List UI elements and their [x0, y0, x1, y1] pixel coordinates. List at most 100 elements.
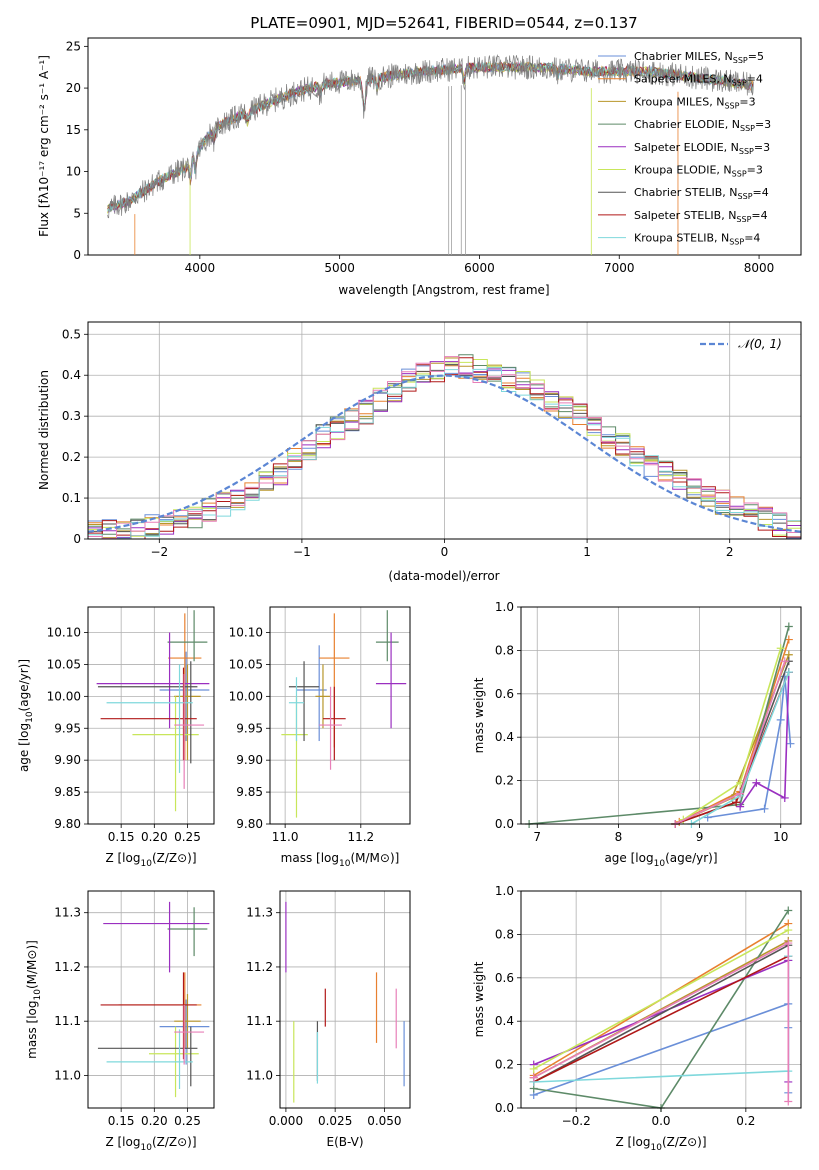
x-tick-label: 6000 — [464, 261, 495, 275]
weight-marker — [780, 793, 789, 802]
y-tick-label: 15 — [66, 123, 81, 137]
x-tick-label: 0.25 — [174, 830, 201, 844]
legend-label-main: Chabrier ELODIE, N — [634, 118, 740, 131]
spectrum-legend: Chabrier MILES, NSSP=5 Salpeter MILES, NS… — [598, 50, 771, 247]
x-tick-label: −0.2 — [562, 1114, 591, 1128]
y-tick-label: 11.2 — [54, 960, 81, 974]
x-tick-label: 0.15 — [108, 830, 135, 844]
residual-legend: 𝒩(0, 1) — [700, 337, 782, 351]
x-tick-label: 5000 — [324, 261, 355, 275]
legend-label: Kroupa STELIB, NSSP=4 — [634, 232, 760, 247]
panel-ylabel-main: mass [log — [25, 1000, 39, 1058]
weight-marker — [784, 926, 793, 935]
legend-label: Chabrier MILES, NSSP=5 — [634, 50, 764, 65]
y-tick-label: 11.0 — [246, 1068, 273, 1082]
y-tick-label: 11.1 — [246, 1014, 273, 1028]
panel-xlabel: mass [log10(M/M⊙)] — [281, 851, 400, 869]
y-tick-label: 0.4 — [495, 1014, 514, 1028]
panel-xlabel-main: age [log — [604, 851, 653, 865]
y-tick-label: 0 — [73, 248, 81, 262]
y-tick-label: 0.8 — [495, 643, 514, 657]
panel-xlabel: Z [log10(Z/Z⊙)] — [105, 1135, 196, 1153]
weight-marker — [776, 644, 785, 653]
weight-marker — [780, 657, 789, 666]
x-tick-label: 0.000 — [269, 1114, 303, 1128]
legend-label: Salpeter STELIB, NSSP=4 — [634, 209, 768, 224]
panel-frame — [279, 890, 411, 1109]
panel-xlabel-sub: 10 — [140, 859, 152, 869]
legend-label-main: Kroupa STELIB, N — [634, 232, 729, 245]
x-tick-label: 7 — [533, 830, 541, 844]
y-tick-label: 10.00 — [47, 689, 81, 703]
data-spectrum-line — [107, 54, 754, 219]
residual-grid — [88, 322, 801, 540]
y-tick-label: 11.3 — [54, 906, 81, 920]
y-tick-label: 9.80 — [54, 817, 81, 831]
weight-marker — [736, 802, 745, 811]
legend-label-sub: SSP — [739, 147, 754, 156]
legend-label-tail: =4 — [744, 232, 760, 245]
y-tick-label: 0.5 — [62, 327, 81, 341]
y-tick-label: 0.0 — [495, 1101, 514, 1115]
panel-xlabel-sub: 10 — [140, 1143, 152, 1153]
panel-xlabel: Z [log10(Z/Z⊙)] — [615, 1135, 706, 1153]
spectrum-xlabel: wavelength [Angstrom, rest frame] — [338, 283, 549, 297]
legend-label-sub: SSP — [740, 124, 755, 133]
y-tick-label: 9.90 — [236, 753, 263, 767]
y-tick-label: 0.1 — [62, 491, 81, 505]
panel-xlabel-main: mass [log — [281, 851, 339, 865]
weight-line — [533, 944, 789, 1083]
weight-marker — [752, 778, 761, 787]
y-tick-label: 0.3 — [62, 409, 81, 423]
grid-lines — [521, 606, 801, 825]
y-tick-label: 10.10 — [47, 626, 81, 640]
panel-ylabel: mass weight — [472, 677, 486, 753]
y-tick-label: 0.8 — [495, 927, 514, 941]
y-tick-label: 5 — [73, 206, 81, 220]
axes: 7 8 9 10 0.0 0.2 0.4 0.6 0.8 1.0 — [495, 600, 788, 844]
figure-title: PLATE=0901, MJD=52641, FIBERID=0544, z=0… — [250, 14, 637, 32]
y-tick-label: 1.0 — [495, 884, 514, 898]
y-tick-label: 11.3 — [246, 906, 273, 920]
panel-frame — [87, 890, 215, 1109]
weight-marker — [784, 1097, 793, 1106]
legend-label-tail: =4 — [753, 186, 769, 199]
axes: 0.15 0.20 0.25 9.80 9.85 9.90 9.95 10.00 10.05 10… — [47, 626, 201, 844]
legend-label-sub: SSP — [732, 170, 747, 179]
legend-label: Salpeter MILES, NSSP=4 — [634, 73, 763, 88]
y-tick-label: 9.85 — [54, 785, 81, 799]
panel-frame — [269, 606, 411, 825]
spectrum-panel: 4000 5000 6000 7000 8000 0 5 10 15 20 25 wavelengt… — [37, 37, 802, 297]
weight-marker — [732, 798, 741, 807]
weight-marker — [784, 668, 793, 677]
axes: 0.15 0.20 0.25 11.0 11.1 11.2 11.3 — [54, 906, 201, 1128]
panel-xlabel-main: Z [log — [105, 851, 140, 865]
x-tick-label: 0.2 — [736, 1114, 755, 1128]
legend-label-main: Salpeter ELODIE, N — [634, 141, 739, 154]
plot-area — [97, 901, 210, 1098]
grid-lines — [270, 607, 410, 825]
axes: 11.0 11.2 9.80 9.85 9.90 9.95 10.00 10.05 10.10 — [229, 626, 375, 844]
y-tick-label: 25 — [66, 39, 81, 53]
x-tick-label: 0.20 — [141, 830, 168, 844]
x-tick-label: 9 — [696, 830, 704, 844]
x-tick-label: −2 — [150, 545, 168, 559]
legend-label-main: Kroupa ELODIE, N — [634, 164, 732, 177]
panel-xlabel-sub: 10 — [339, 859, 351, 869]
residual-xlabel: (data-model)/error — [388, 569, 499, 583]
y-tick-label: 0.4 — [495, 730, 514, 744]
y-tick-label: 9.90 — [54, 753, 81, 767]
plot-area — [529, 906, 793, 1112]
legend-label: Chabrier STELIB, NSSP=4 — [634, 186, 769, 201]
legend-label-sub: SSP — [736, 215, 751, 224]
panel-ylabel: age [log10(age/yr)] — [17, 659, 35, 772]
y-tick-label: 9.85 — [236, 785, 263, 799]
panel-xlabel-tail: (age/yr)] — [665, 851, 717, 865]
residual-ylabel: Normed distribution — [37, 370, 51, 490]
weight-line — [529, 626, 790, 825]
residual-distribution-panel: −2 −1 0 1 2 0 0.1 0.2 0.3 0.4 0.5 (data-model)/err… — [37, 321, 802, 583]
y-tick-label: 0.6 — [495, 971, 514, 985]
x-tick-label: 0 — [441, 545, 449, 559]
plot-area — [285, 901, 405, 1103]
